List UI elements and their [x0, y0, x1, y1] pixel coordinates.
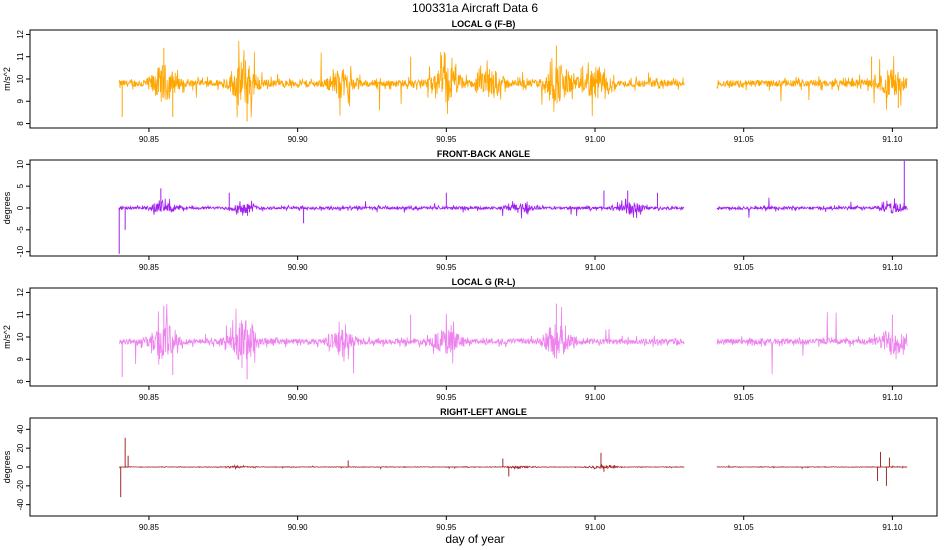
- y-tick-label: 8: [16, 379, 25, 384]
- x-tick-label: 90.85: [139, 393, 160, 402]
- y-tick-label: 10: [16, 74, 25, 83]
- series-line: [716, 56, 908, 110]
- x-tick-label: 91.10: [882, 135, 903, 144]
- y-tick-label: 9: [16, 356, 25, 361]
- y-tick-label: 12: [16, 287, 25, 296]
- y-tick-label: -40: [16, 498, 25, 510]
- y-axis-label: degrees: [2, 191, 12, 224]
- y-tick-label: 12: [16, 29, 25, 38]
- y-tick-label: 9: [16, 98, 25, 103]
- x-tick-label: 90.85: [139, 263, 160, 272]
- x-tick-label: 90.90: [288, 523, 309, 532]
- y-tick-label: 10: [16, 159, 25, 168]
- x-tick-label: 91.10: [882, 523, 903, 532]
- series-line: [716, 197, 908, 218]
- y-tick-label: 40: [16, 424, 25, 433]
- y-axis-label: degrees: [2, 450, 12, 483]
- chart-panel-4: RIGHT-LEFT ANGLE degrees 90.85 90.90 90.95 91…: [2, 407, 938, 532]
- series-line: [118, 198, 685, 219]
- x-tick-label: 90.85: [139, 135, 160, 144]
- x-tick-label: 91.05: [734, 135, 755, 144]
- series-line: [119, 463, 685, 471]
- x-tick-label: 90.90: [288, 393, 309, 402]
- series-line: [119, 303, 685, 374]
- x-tick-label: 90.95: [436, 263, 457, 272]
- x-tick-label: 90.95: [436, 135, 457, 144]
- series-line: [716, 312, 908, 375]
- y-tick-label: -5: [16, 226, 25, 234]
- x-tick-label: 90.85: [139, 523, 160, 532]
- x-tick-label: 91.05: [734, 393, 755, 402]
- x-tick-label: 91.10: [882, 393, 903, 402]
- x-tick-label: 90.95: [436, 523, 457, 532]
- x-tick-label: 91.00: [585, 393, 606, 402]
- y-tick-label: 0: [16, 205, 25, 210]
- panel-title: FRONT-BACK ANGLE: [437, 149, 530, 159]
- y-tick-label: 10: [16, 332, 25, 341]
- x-tick-label: 90.95: [436, 393, 457, 402]
- x-tick-label: 91.05: [734, 263, 755, 272]
- y-axis-label: m/s^2: [2, 325, 12, 349]
- y-tick-label: 0: [16, 464, 25, 469]
- x-axis-label: day of year: [445, 532, 505, 546]
- plot-frame: [29, 29, 938, 129]
- x-tick-label: 91.00: [585, 263, 606, 272]
- y-tick-label: 8: [16, 121, 25, 126]
- x-tick-label: 91.00: [585, 523, 606, 532]
- x-tick-label: 91.10: [882, 263, 903, 272]
- panel-title: RIGHT-LEFT ANGLE: [440, 407, 527, 417]
- y-tick-label: 11: [16, 310, 25, 319]
- chart-panel-2: FRONT-BACK ANGLE degrees 90.85 90.90 90.95 91…: [2, 149, 938, 272]
- page-title: 100331a Aircraft Data 6: [411, 1, 539, 15]
- y-tick-label: 20: [16, 443, 25, 452]
- series-line: [716, 464, 908, 470]
- y-axis-label: m/s^2: [2, 67, 12, 91]
- chart-panel-1: LOCAL G (F-B)m/s^290.85 90.90 90.95 91.00 91…: [2, 19, 938, 144]
- x-tick-label: 91.05: [734, 523, 755, 532]
- panel-title: LOCAL G (R-L): [452, 277, 516, 287]
- y-tick-label: 11: [16, 52, 25, 61]
- x-tick-label: 91.00: [585, 135, 606, 144]
- x-tick-label: 90.90: [288, 135, 309, 144]
- x-tick-label: 90.90: [288, 263, 309, 272]
- panel-title: LOCAL G (F-B): [452, 19, 516, 29]
- y-tick-label: 5: [16, 183, 25, 188]
- chart-panel-3: LOCAL G (R-L)m/s^290.85 90.90 90.95 91.00 91…: [2, 277, 938, 402]
- y-tick-label: -20: [16, 480, 25, 492]
- series-line: [118, 40, 685, 118]
- y-tick-label: -10: [16, 245, 25, 257]
